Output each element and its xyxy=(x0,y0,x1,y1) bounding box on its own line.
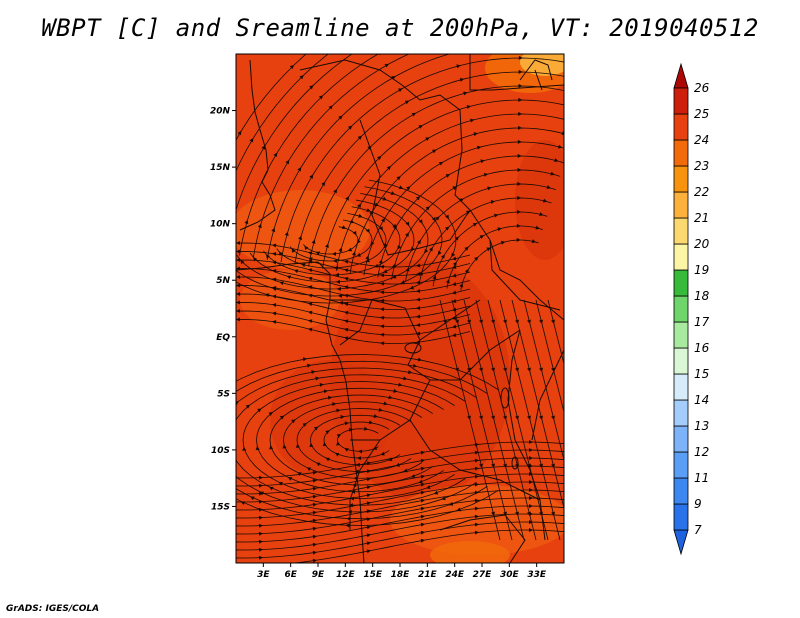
colorbar-label: 19 xyxy=(694,263,709,277)
colorbar-label: 26 xyxy=(694,81,710,95)
lat-tick-label: 10N xyxy=(210,220,231,230)
colorbar-label: 12 xyxy=(694,445,709,459)
colorbar-label: 17 xyxy=(694,315,710,329)
colorbar-swatch xyxy=(673,113,689,141)
colorbar-label: 15 xyxy=(694,367,709,381)
lat-tick-label: EQ xyxy=(216,333,230,343)
colorbar-swatch xyxy=(673,347,689,375)
colorbar-label: 24 xyxy=(694,133,709,147)
colorbar-swatch xyxy=(673,217,689,245)
lon-tick-label: 30E xyxy=(500,570,520,580)
map-title: WBPT [C] and Sreamline at 200hPa, VT: 20… xyxy=(41,14,759,42)
colorbar-swatch xyxy=(673,87,689,115)
colorbar-swatch xyxy=(673,243,689,271)
colorbar-swatch xyxy=(673,139,689,167)
colorbar-label: 22 xyxy=(694,185,709,199)
colorbar-label: 7 xyxy=(694,523,702,537)
colorbar-top-arrow xyxy=(673,62,689,89)
lon-tick-label: 21E xyxy=(418,570,438,580)
colorbar-swatch xyxy=(673,425,689,453)
lat-tick-label: 20N xyxy=(210,107,231,117)
coastlines-and-borders xyxy=(236,54,564,563)
lon-tick-label: 6E xyxy=(284,570,297,580)
colorbar-label: 16 xyxy=(694,341,710,355)
colorbar-label: 23 xyxy=(694,159,709,173)
lon-tick-label: 24E xyxy=(445,570,465,580)
colorbar-swatch xyxy=(673,321,689,349)
colorbar-swatch xyxy=(673,503,689,531)
lon-tick-label: 12E xyxy=(336,570,356,580)
colorbar-label: 20 xyxy=(694,237,710,251)
colorbar-swatch xyxy=(673,373,689,401)
colorbar-label: 11 xyxy=(694,471,709,485)
lat-tick-label: 5S xyxy=(217,389,230,399)
colorbar: 7 9 11 12 13 14 15 16 17 18 19 20 21 22 23 24 25 26 xyxy=(673,62,710,556)
grads-credit: GrADS: IGES/COLA xyxy=(6,604,100,614)
lat-tick-label: 10S xyxy=(211,446,230,456)
colorbar-swatch xyxy=(673,399,689,427)
colorbar-label: 9 xyxy=(694,497,702,511)
colorbar-bottom-arrow xyxy=(673,529,689,556)
colorbar-swatch xyxy=(673,269,689,297)
lon-tick-label: 27E xyxy=(473,570,493,580)
colorbar-swatch xyxy=(673,165,689,193)
colorbar-swatch xyxy=(673,477,689,505)
colorbar-label: 18 xyxy=(694,289,710,303)
lon-tick-label: 18E xyxy=(391,570,411,580)
longitude-axis: 3E 6E 9E 12E 15E 18E 21E 24E 27E 30E 33E xyxy=(257,563,547,580)
colorbar-label: 21 xyxy=(694,211,709,225)
lon-tick-label: 15E xyxy=(363,570,383,580)
colorbar-swatch xyxy=(673,191,689,219)
lat-tick-label: 15S xyxy=(211,502,230,512)
colorbar-label: 25 xyxy=(694,107,709,121)
colorbar-swatch xyxy=(673,451,689,479)
lat-tick-label: 5N xyxy=(216,276,230,286)
colorbar-swatch xyxy=(673,295,689,323)
colorbar-label: 13 xyxy=(694,419,709,433)
lon-tick-label: 3E xyxy=(257,570,270,580)
lon-tick-label: 9E xyxy=(312,570,325,580)
lat-tick-label: 15N xyxy=(210,163,231,173)
latitude-axis: 20N 15N 10N 5N EQ 5S 10S 15S xyxy=(210,107,236,512)
lon-tick-label: 33E xyxy=(527,570,547,580)
colorbar-label: 14 xyxy=(694,393,709,407)
